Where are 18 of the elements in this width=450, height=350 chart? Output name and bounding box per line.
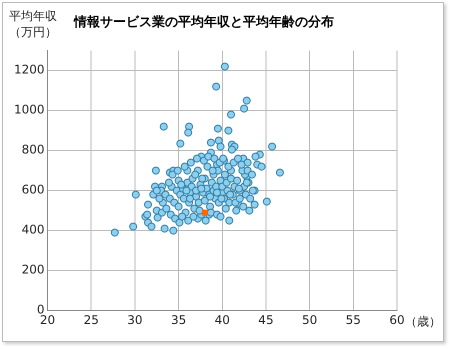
y-tick-label: 600 — [22, 182, 45, 197]
x-tick-label: 25 — [84, 312, 99, 327]
chart-title: 情報サービス業の平均年収と平均年齢の分布 — [73, 15, 334, 30]
y-tick-label: 200 — [22, 262, 45, 277]
x-tick-label: 55 — [346, 312, 361, 327]
x-tick-label: 20 — [40, 312, 56, 327]
y-tick-label: 1200 — [14, 62, 45, 77]
y-axis-title: 平均年収（万円） — [9, 9, 57, 40]
y-tick-label: 1000 — [14, 102, 45, 117]
y-tick-label: 400 — [22, 222, 45, 237]
x-tick-label: 50 — [302, 312, 318, 327]
x-tick-label: 30 — [127, 312, 143, 327]
x-tick-label: 40 — [214, 312, 230, 327]
x-tick-label: 35 — [170, 312, 186, 327]
y-tick-label: 800 — [22, 142, 45, 157]
x-tick-label: 45 — [258, 312, 274, 327]
x-axis-title: （歳） — [405, 314, 441, 329]
x-tick-label: 60 — [389, 312, 405, 327]
